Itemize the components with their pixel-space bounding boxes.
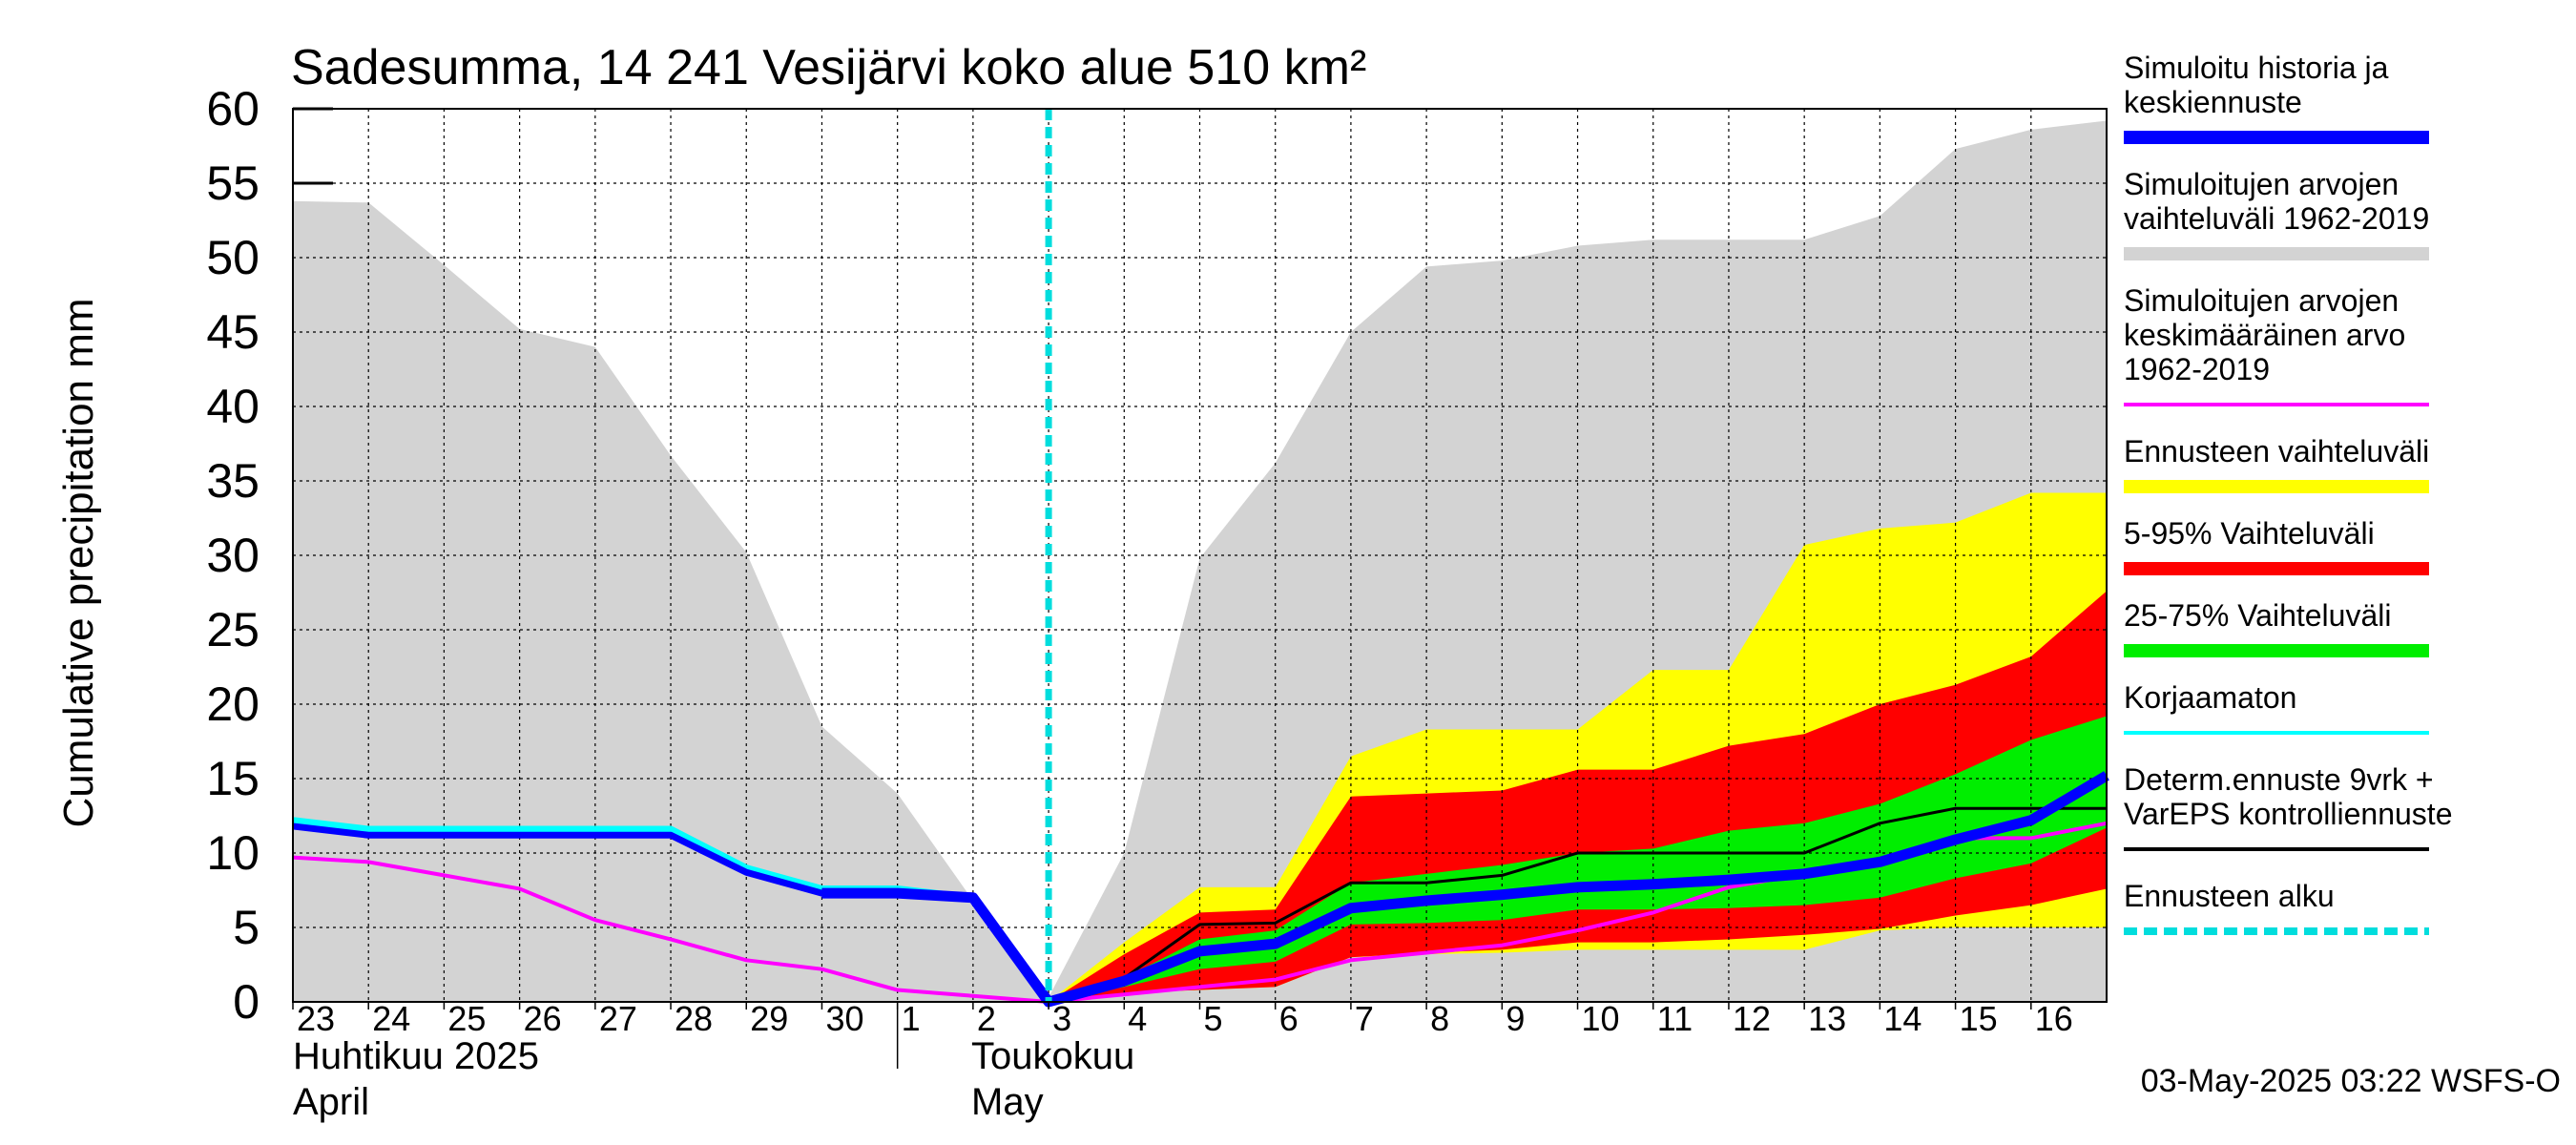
y-tick-label-15: 15 (206, 752, 260, 805)
legend-label-deterministic: Determ.ennuste 9vrk + (2124, 762, 2434, 797)
legend-label-mean: keskimääräinen arvo (2124, 318, 2405, 352)
y-tick-label-0: 0 (233, 975, 260, 1029)
timestamp: 03-May-2025 03:22 WSFS-O (2141, 1063, 2561, 1099)
x-tick-label-1: 1 (902, 999, 921, 1038)
lines-layer (292, 109, 2109, 1008)
y-tick-label-35: 35 (206, 454, 260, 508)
y-tick-label-55: 55 (206, 156, 260, 210)
legend-label-p25_75: 25-75% Vaihteluväli (2124, 598, 2391, 633)
y-tick-label-40: 40 (206, 380, 260, 433)
legend-swatch-p5_95 (2124, 562, 2429, 575)
legend-label-uncorrected: Korjaamaton (2124, 680, 2296, 715)
x-tick-label-24: 24 (372, 999, 410, 1038)
x-tick-label-5: 5 (1204, 999, 1223, 1038)
legend-label-mean: 1962-2019 (2124, 352, 2270, 386)
x-tick-label-26: 26 (524, 999, 562, 1038)
x-tick-label-23: 23 (297, 999, 335, 1038)
x-tick-label-25: 25 (447, 999, 486, 1038)
legend-swatch-simulated (2124, 131, 2429, 144)
y-tick-label-20: 20 (206, 677, 260, 731)
y-tick-label-10: 10 (206, 826, 260, 880)
legend-label-deterministic: VarEPS kontrolliennuste (2124, 797, 2452, 831)
legend-label-history_range: Simuloitujen arvojen (2124, 167, 2399, 201)
legend-label-p5_95: 5-95% Vaihteluväli (2124, 516, 2375, 551)
y-axis-label: Cumulative precipitation mm (55, 298, 102, 827)
y-tick-label-60: 60 (206, 82, 260, 135)
x-tick-label-12: 12 (1733, 999, 1771, 1038)
x-tick-label-11: 11 (1657, 999, 1693, 1038)
x-tick-label-13: 13 (1808, 999, 1846, 1038)
x-tick-label-16: 16 (2035, 999, 2073, 1038)
legend-label-history_range: vaihteluväli 1962-2019 (2124, 201, 2429, 236)
legend-label-mean: Simuloitujen arvojen (2124, 283, 2399, 318)
x-tick-label-15: 15 (1960, 999, 1998, 1038)
series-line-simulated-forecast (821, 771, 2109, 1008)
legend-label-simulated: keskiennuste (2124, 85, 2302, 119)
x-tick-label-8: 8 (1430, 999, 1449, 1038)
month-label-may-en: May (971, 1081, 1044, 1123)
y-tick-label-45: 45 (206, 305, 260, 359)
y-tick-label-25: 25 (206, 603, 260, 656)
x-tick-label-27: 27 (599, 999, 637, 1038)
x-tick-label-28: 28 (675, 999, 713, 1038)
legend-swatch-history_range (2124, 247, 2429, 260)
x-tick-label-2: 2 (977, 999, 996, 1038)
legend-label-ens_range: Ennusteen vaihteluväli (2124, 434, 2429, 468)
y-tick-label-50: 50 (206, 231, 260, 284)
series-line-determ-ennuste-9vrk-vareps-kontrolliennuste (1048, 806, 2107, 1004)
month-label-may-fi: Toukokuu (971, 1035, 1134, 1077)
legend-swatch-p25_75 (2124, 644, 2429, 657)
month-label-april-fi: Huhtikuu 2025 (293, 1035, 539, 1077)
x-tick-label-4: 4 (1128, 999, 1147, 1038)
x-tick-label-10: 10 (1582, 999, 1620, 1038)
x-tick-label-14: 14 (1883, 999, 1922, 1038)
grid-layer (293, 108, 2107, 1002)
x-tick-label-3: 3 (1052, 999, 1071, 1038)
x-tick-label-7: 7 (1355, 999, 1374, 1038)
x-tick-label-30: 30 (825, 999, 863, 1038)
legend-label-simulated: Simuloitu historia ja (2124, 51, 2389, 85)
y-tick-label-5: 5 (233, 901, 260, 954)
x-tick-label-6: 6 (1279, 999, 1298, 1038)
x-tick-label-29: 29 (750, 999, 788, 1038)
y-tick-label-30: 30 (206, 529, 260, 582)
legend-swatch-ens_range (2124, 480, 2429, 493)
legend-label-forecast_start: Ennusteen alku (2124, 879, 2335, 913)
chart-title: Sadesumma, 14 241 Vesijärvi koko alue 51… (291, 40, 1366, 95)
x-tick-label-9: 9 (1506, 999, 1525, 1038)
month-label-april-en: April (293, 1081, 369, 1123)
